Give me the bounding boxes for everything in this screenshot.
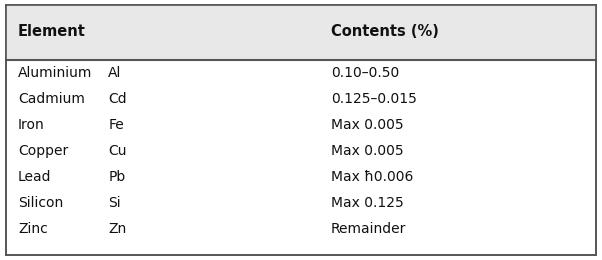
Text: Max 0.125: Max 0.125: [331, 196, 404, 210]
Text: Cadmium: Cadmium: [18, 92, 85, 106]
Text: 0.125–0.015: 0.125–0.015: [331, 92, 417, 106]
Text: Zinc: Zinc: [18, 222, 48, 236]
Text: Pb: Pb: [108, 170, 126, 184]
FancyBboxPatch shape: [6, 5, 596, 255]
Text: Lead: Lead: [18, 170, 52, 184]
Text: Max 0.005: Max 0.005: [331, 118, 404, 132]
Text: Si: Si: [108, 196, 121, 210]
Text: Aluminium: Aluminium: [18, 66, 93, 80]
Text: Remainder: Remainder: [331, 222, 406, 236]
Text: Max ħ0.006: Max ħ0.006: [331, 170, 414, 184]
FancyBboxPatch shape: [6, 5, 596, 60]
Text: Fe: Fe: [108, 118, 124, 132]
Text: Copper: Copper: [18, 144, 68, 158]
Text: Iron: Iron: [18, 118, 45, 132]
Text: Zn: Zn: [108, 222, 126, 236]
Text: Cd: Cd: [108, 92, 127, 106]
Text: Cu: Cu: [108, 144, 127, 158]
Text: Max 0.005: Max 0.005: [331, 144, 404, 158]
Text: 0.10–0.50: 0.10–0.50: [331, 66, 399, 80]
Text: Contents (%): Contents (%): [331, 24, 439, 39]
Text: Al: Al: [108, 66, 122, 80]
Text: Element: Element: [18, 24, 86, 39]
Text: Silicon: Silicon: [18, 196, 63, 210]
